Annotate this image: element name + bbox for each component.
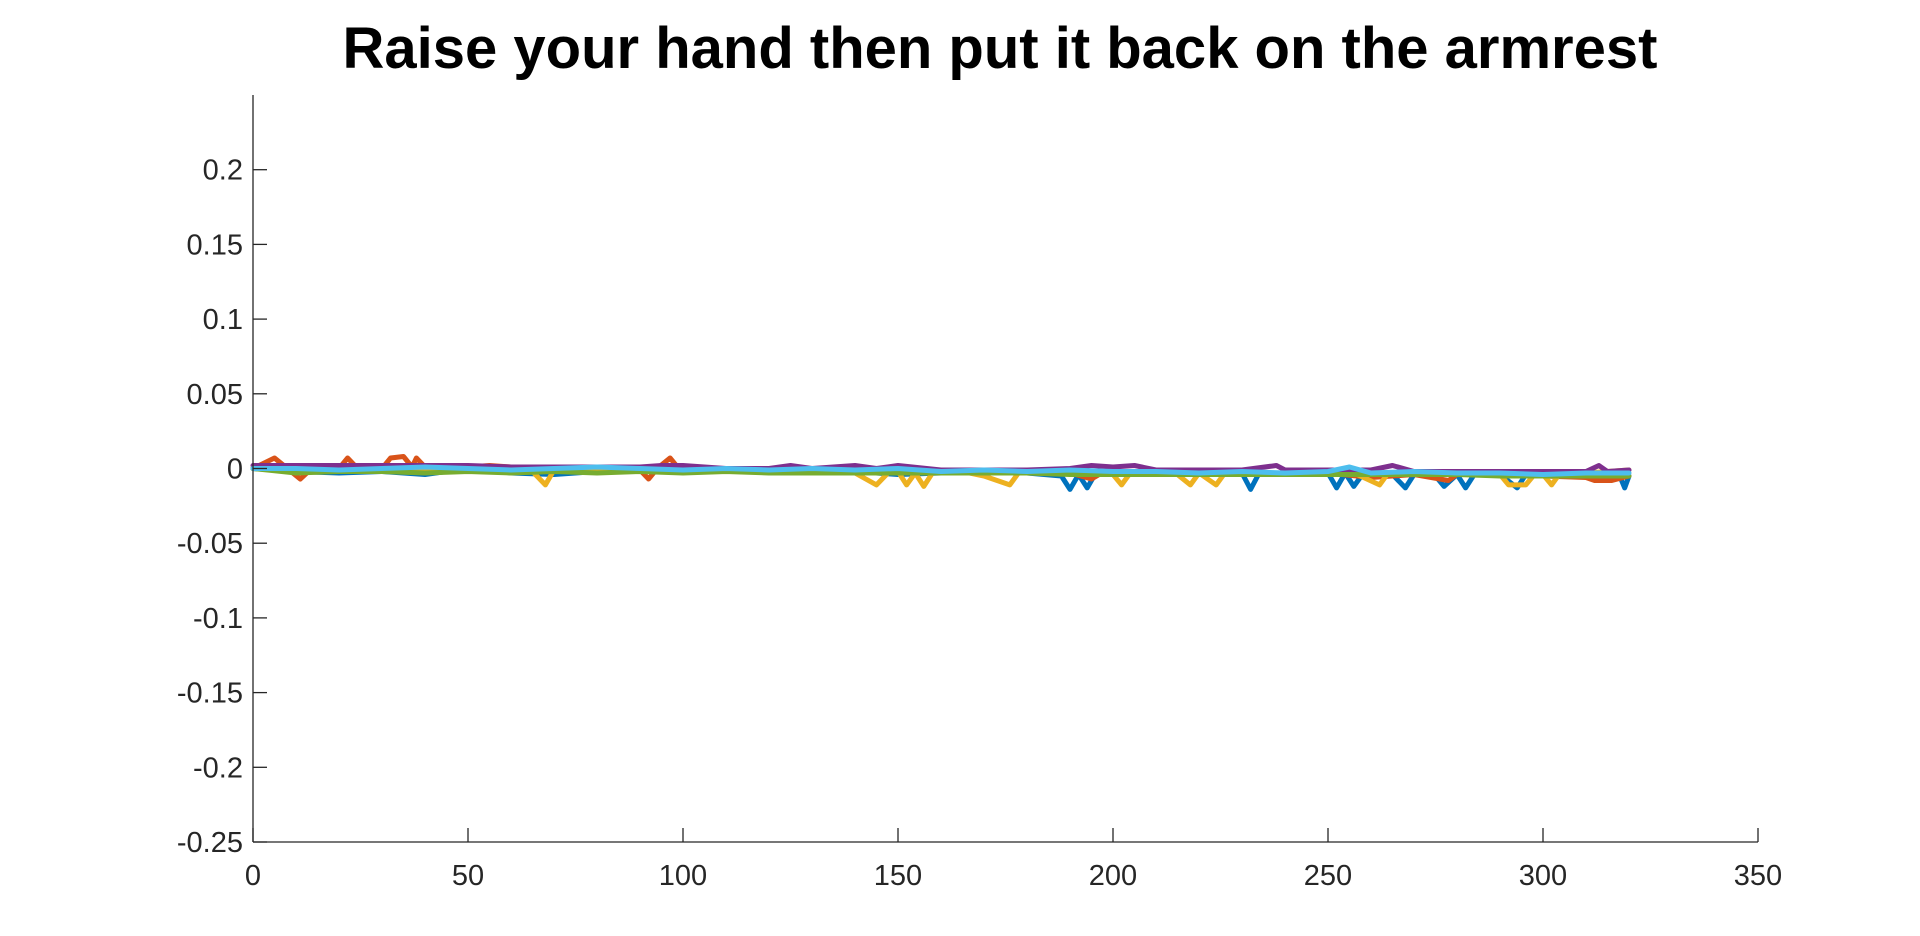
x-tick-label: 300 bbox=[1519, 860, 1567, 892]
x-tick-label: 50 bbox=[452, 860, 484, 892]
x-tick-label: 100 bbox=[659, 860, 707, 892]
series-line-6 bbox=[250, 464, 1632, 477]
y-tick-label: 0.2 bbox=[203, 155, 243, 187]
x-tick-label: 0 bbox=[245, 860, 261, 892]
y-tick-label: 0 bbox=[227, 454, 243, 486]
y-tick-label: -0.25 bbox=[177, 827, 243, 859]
y-tick-label: 0.05 bbox=[187, 379, 243, 411]
y-axis-ticks: -0.25 -0.2 -0.15 -0.1 -0.05 0 0.05 0.1 0.15 0.2 bbox=[177, 155, 267, 859]
x-tick-label: 200 bbox=[1089, 860, 1137, 892]
y-tick-label: -0.05 bbox=[177, 528, 243, 560]
x-axis-ticks: 0 50 100 150 200 250 300 350 bbox=[245, 828, 1782, 892]
y-tick-label: 0.15 bbox=[187, 229, 243, 261]
x-tick-label: 250 bbox=[1304, 860, 1352, 892]
y-tick-label: -0.2 bbox=[193, 752, 243, 784]
y-tick-label: -0.15 bbox=[177, 678, 243, 710]
x-tick-label: 150 bbox=[874, 860, 922, 892]
x-tick-label: 350 bbox=[1734, 860, 1782, 892]
y-tick-label: -0.1 bbox=[193, 603, 243, 635]
chart-title: Raise your hand then put it back on the … bbox=[343, 16, 1658, 81]
series-layer bbox=[250, 454, 1632, 492]
y-tick-label: 0.1 bbox=[203, 304, 243, 336]
